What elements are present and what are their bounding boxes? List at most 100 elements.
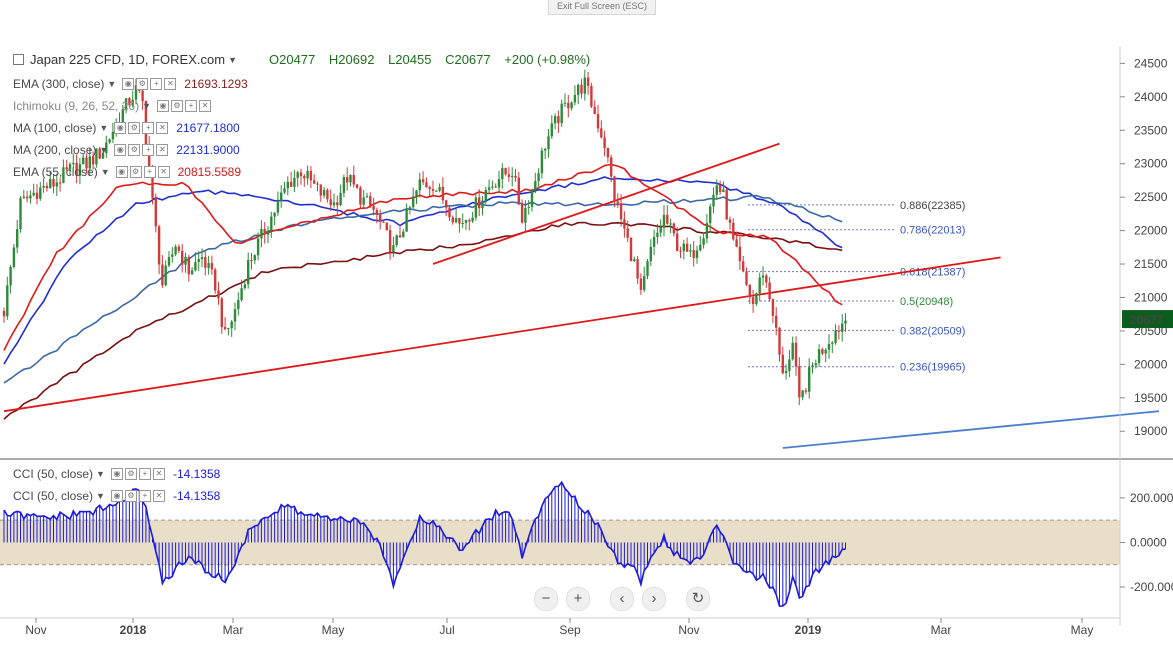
candle-body[interactable] <box>346 177 349 183</box>
ma-series-line[interactable] <box>3 194 843 384</box>
candle-body[interactable] <box>758 277 761 294</box>
candle-body[interactable] <box>725 189 728 220</box>
exit-fullscreen-button[interactable]: Exit Full Screen (ESC) <box>548 0 656 15</box>
close-icon[interactable]: ✕ <box>164 78 177 90</box>
candle-body[interactable] <box>336 202 339 206</box>
candle-body[interactable] <box>451 217 454 223</box>
candle-body[interactable] <box>418 179 421 191</box>
candle-body[interactable] <box>164 265 167 286</box>
close-icon[interactable]: ✕ <box>199 100 211 112</box>
candle-body[interactable] <box>82 157 85 165</box>
legend-row-ichimoku[interactable]: Ichimoku (9, 26, 52, 26) ▼ ◉ ⚙ + ✕ <box>13 98 213 114</box>
candle-body[interactable] <box>573 94 577 103</box>
gear-icon[interactable]: ⚙ <box>171 100 183 112</box>
chevron-down-icon[interactable]: ▼ <box>96 469 105 479</box>
candle-body[interactable] <box>412 196 415 208</box>
candle-body[interactable] <box>593 106 596 114</box>
legend-row-ma200[interactable]: MA (200, close) ▼ ◉ ⚙ + ✕ 22131.9000 <box>13 142 240 158</box>
candle-body[interactable] <box>596 113 600 129</box>
candle-body[interactable] <box>365 196 369 198</box>
candle-body[interactable] <box>382 221 385 223</box>
candle-body[interactable] <box>520 204 524 223</box>
ma-series-line[interactable] <box>3 163 843 351</box>
candle-body[interactable] <box>22 196 25 199</box>
candle-body[interactable] <box>745 271 748 285</box>
candle-body[interactable] <box>507 174 511 177</box>
candle-body[interactable] <box>194 262 197 271</box>
candle-body[interactable] <box>428 187 431 190</box>
candle-body[interactable] <box>751 297 755 305</box>
candle-body[interactable] <box>798 366 801 398</box>
candle-body[interactable] <box>560 103 563 124</box>
candle-body[interactable] <box>405 208 408 232</box>
candle-body[interactable] <box>623 219 626 229</box>
candle-body[interactable] <box>722 189 725 193</box>
candle-body[interactable] <box>263 228 266 235</box>
candle-body[interactable] <box>692 250 695 259</box>
candle-body[interactable] <box>534 180 537 191</box>
candle-body[interactable] <box>831 342 834 345</box>
candle-body[interactable] <box>728 219 732 223</box>
candle-body[interactable] <box>514 175 517 178</box>
candle-body[interactable] <box>68 164 72 170</box>
candle-body[interactable] <box>181 250 184 265</box>
candle-body[interactable] <box>296 172 299 178</box>
candle-body[interactable] <box>524 207 527 223</box>
candle-body[interactable] <box>567 102 570 109</box>
trendline[interactable] <box>782 410 1160 449</box>
candle-body[interactable] <box>32 192 35 196</box>
candle-body[interactable] <box>527 206 530 208</box>
candle-body[interactable] <box>600 128 603 138</box>
candle-body[interactable] <box>253 255 256 261</box>
eye-icon[interactable]: ◉ <box>110 490 123 502</box>
chevron-down-icon[interactable]: ▼ <box>99 123 109 133</box>
candle-body[interactable] <box>709 206 712 224</box>
plus-icon[interactable]: + <box>142 144 155 156</box>
gear-icon[interactable]: ⚙ <box>124 490 137 502</box>
candle-body[interactable] <box>88 156 91 169</box>
candle-body[interactable] <box>672 223 676 234</box>
eye-icon[interactable]: ◉ <box>114 122 127 134</box>
candle-body[interactable] <box>781 354 784 374</box>
candle-body[interactable] <box>154 198 157 227</box>
candle-body[interactable] <box>844 320 847 324</box>
eye-icon[interactable]: ◉ <box>157 100 169 112</box>
candle-body[interactable] <box>784 370 788 374</box>
candle-body[interactable] <box>355 184 359 188</box>
candle-body[interactable] <box>669 223 672 225</box>
candle-body[interactable] <box>280 192 283 201</box>
candle-body[interactable] <box>223 327 227 330</box>
gear-icon[interactable]: ⚙ <box>128 144 141 156</box>
candle-body[interactable] <box>791 342 794 360</box>
close-icon[interactable]: ✕ <box>152 468 165 480</box>
candle-body[interactable] <box>187 256 190 275</box>
candle-body[interactable] <box>134 85 138 100</box>
candle-body[interactable] <box>190 270 194 275</box>
candle-body[interactable] <box>2 310 6 317</box>
candle-body[interactable] <box>768 282 771 300</box>
candle-body[interactable] <box>240 288 243 301</box>
candle-body[interactable] <box>679 250 682 252</box>
chevron-down-icon[interactable]: ▼ <box>228 54 237 65</box>
candle-body[interactable] <box>824 349 827 354</box>
candle-body[interactable] <box>184 256 187 265</box>
candle-body[interactable] <box>590 85 593 107</box>
candle-body[interactable] <box>801 390 804 398</box>
candle-body[interactable] <box>131 99 134 106</box>
candle-body[interactable] <box>39 187 42 199</box>
candle-body[interactable] <box>98 148 101 159</box>
candle-body[interactable] <box>454 218 458 223</box>
candle-body[interactable] <box>619 203 623 220</box>
candle-body[interactable] <box>742 261 745 272</box>
candle-body[interactable] <box>626 228 629 238</box>
candle-body[interactable] <box>771 299 775 316</box>
chart-svg[interactable]: 0.886(22385)0.786(22013)0.618(21387)0.5(… <box>0 46 1173 651</box>
candle-body[interactable] <box>808 367 811 392</box>
candle-body[interactable] <box>540 150 544 174</box>
candle-body[interactable] <box>237 300 240 310</box>
candle-body[interactable] <box>85 157 88 169</box>
candle-body[interactable] <box>547 136 550 150</box>
candle-body[interactable] <box>676 233 679 251</box>
candle-body[interactable] <box>16 229 19 248</box>
candle-body[interactable] <box>497 179 501 188</box>
